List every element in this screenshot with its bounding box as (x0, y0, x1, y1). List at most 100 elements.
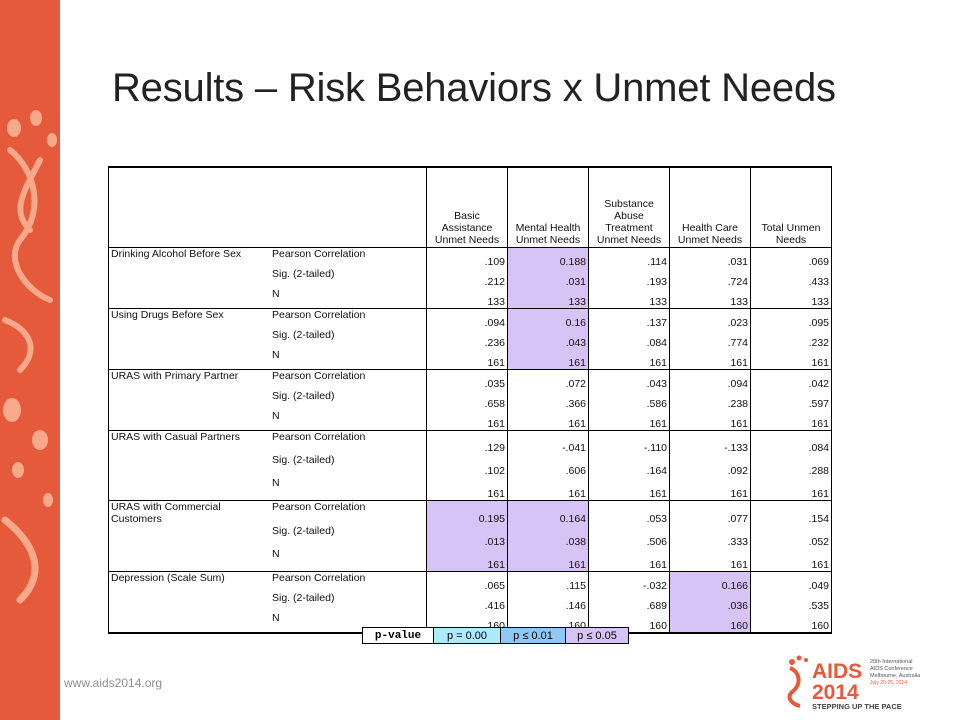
aids-ribbon-logo-icon: AIDS 2014 20th International AIDS Confer… (787, 655, 921, 711)
row-stat-label: Pearson Correlation (270, 247, 427, 268)
table-cell: .095 (750, 308, 832, 329)
row-variable-label (108, 592, 270, 612)
table-cell: 161 (507, 410, 589, 431)
col-header-mental-health: Mental Health Unmet Needs (507, 166, 589, 248)
table-cell: .606 (507, 454, 589, 477)
p-value-legend: p-value p = 0.00 p ≤ 0.01 p ≤ 0.05 (362, 627, 629, 644)
table-cell: 161 (750, 410, 832, 431)
row-variable-label: Drinking Alcohol Before Sex (108, 247, 270, 268)
table-cell: .038 (507, 525, 589, 548)
col-header-basic-assistance: Basic Assistance Unmet Needs (426, 166, 508, 248)
table-row: Sig. (2-tailed) .013.038.506.333.052 (108, 525, 832, 548)
row-variable-label (108, 288, 270, 309)
table-row: Sig. (2-tailed) .658.366.586.238.597 (108, 390, 832, 410)
table-cell: .069 (750, 247, 832, 268)
row-stat-label: N (270, 288, 427, 309)
svg-text:AIDS Conference: AIDS Conference (870, 666, 913, 672)
table-cell: .232 (750, 329, 832, 349)
table-cell: 0.188 (507, 247, 589, 268)
table-cell: 133 (750, 288, 832, 309)
results-table: Basic Assistance Unmet Needs Mental Heal… (108, 166, 832, 634)
table-cell: .774 (669, 329, 751, 349)
table-cell: .146 (507, 592, 589, 612)
slide-title: Results – Risk Behaviors x Unmet Needs (112, 66, 836, 110)
table-cell: .366 (507, 390, 589, 410)
table-row: N 161 161 161 161 161 (108, 349, 832, 370)
svg-text:20th International: 20th International (870, 659, 913, 665)
table-row: Using Drugs Before Sex Pearson Correlatio… (108, 308, 832, 329)
table-cell: 133 (588, 288, 670, 309)
table-cell: 0.16 (507, 308, 589, 329)
table-cell: .154 (750, 500, 832, 525)
table-cell: 0.164 (507, 500, 589, 525)
row-stat-label: N (270, 548, 427, 572)
table-cell: .031 (669, 247, 751, 268)
col-header-substance-abuse: Substance Abuse Treatment Unmet Needs (588, 166, 670, 248)
legend-item-p05: p ≤ 0.05 (565, 628, 628, 643)
table-cell: 161 (507, 477, 589, 501)
table-cell: 160 (669, 612, 751, 634)
table-cell: .236 (426, 329, 508, 349)
row-variable-label: URAS with Casual Partners (108, 430, 270, 454)
row-variable-label: URAS with Primary Partner (108, 369, 270, 390)
table-cell: .072 (507, 369, 589, 390)
table-cell: .065 (426, 571, 508, 592)
table-cell: 161 (588, 410, 670, 431)
table-cell: .084 (750, 430, 832, 454)
table-cell: .036 (669, 592, 751, 612)
row-stat-label: Sig. (2-tailed) (270, 592, 427, 612)
row-variable-label (108, 548, 270, 572)
table-cell: .115 (507, 571, 589, 592)
table-cell: 161 (426, 477, 508, 501)
table-cell: .658 (426, 390, 508, 410)
svg-text:2014: 2014 (812, 681, 859, 704)
row-stat-label: N (270, 477, 427, 501)
row-variable-label: Using Drugs Before Sex (108, 308, 270, 329)
table-header-row: Basic Assistance Unmet Needs Mental Heal… (108, 166, 832, 248)
row-variable-label (108, 268, 270, 288)
table-cell: -.110 (588, 430, 670, 454)
table-row: Sig. (2-tailed) .236.043.084.774.232 (108, 329, 832, 349)
table-cell: .084 (588, 329, 670, 349)
table-cell: 161 (669, 548, 751, 572)
row-stat-label: Pearson Correlation (270, 500, 427, 525)
table-cell: .094 (669, 369, 751, 390)
table-row: URAS with Commercial Customers Pearson Co… (108, 500, 832, 525)
row-variable-label (108, 454, 270, 477)
table-cell: 161 (750, 349, 832, 370)
col-header-total-unmet: Total Unmen Needs (750, 166, 832, 248)
header-corner-cell (108, 166, 427, 248)
row-variable-label (108, 329, 270, 349)
table-cell: -.133 (669, 430, 751, 454)
svg-text:STEPPING UP THE PACE: STEPPING UP THE PACE (812, 702, 902, 711)
table-cell: 161 (507, 548, 589, 572)
table-row: Sig. (2-tailed) .212.031.193.724.433 (108, 268, 832, 288)
table-cell: .023 (669, 308, 751, 329)
col-header-health-care: Health Care Unmet Needs (669, 166, 751, 248)
legend-item-p0: p = 0.00 (433, 628, 500, 643)
table-cell: .102 (426, 454, 508, 477)
row-stat-label: Sig. (2-tailed) (270, 329, 427, 349)
row-variable-label (108, 390, 270, 410)
row-stat-label: Sig. (2-tailed) (270, 525, 427, 548)
row-stat-label: Pearson Correlation (270, 430, 427, 454)
table-cell: .031 (507, 268, 589, 288)
table-cell: .164 (588, 454, 670, 477)
row-variable-label (108, 410, 270, 431)
table-cell: 161 (426, 548, 508, 572)
row-stat-label: Sig. (2-tailed) (270, 268, 427, 288)
row-variable-label: Depression (Scale Sum) (108, 571, 270, 592)
table-cell: .109 (426, 247, 508, 268)
table-cell: 161 (426, 349, 508, 370)
table-cell: .043 (588, 369, 670, 390)
table-cell: .416 (426, 592, 508, 612)
table-cell: 161 (669, 410, 751, 431)
table-cell: .193 (588, 268, 670, 288)
table-cell: .042 (750, 369, 832, 390)
row-stat-label: Sig. (2-tailed) (270, 390, 427, 410)
table-cell: .506 (588, 525, 670, 548)
table-cell: 161 (588, 477, 670, 501)
table-row: Sig. (2-tailed) .416.146.689.036.535 (108, 592, 832, 612)
legend-item-p01: p ≤ 0.01 (500, 628, 565, 643)
table-cell: .433 (750, 268, 832, 288)
